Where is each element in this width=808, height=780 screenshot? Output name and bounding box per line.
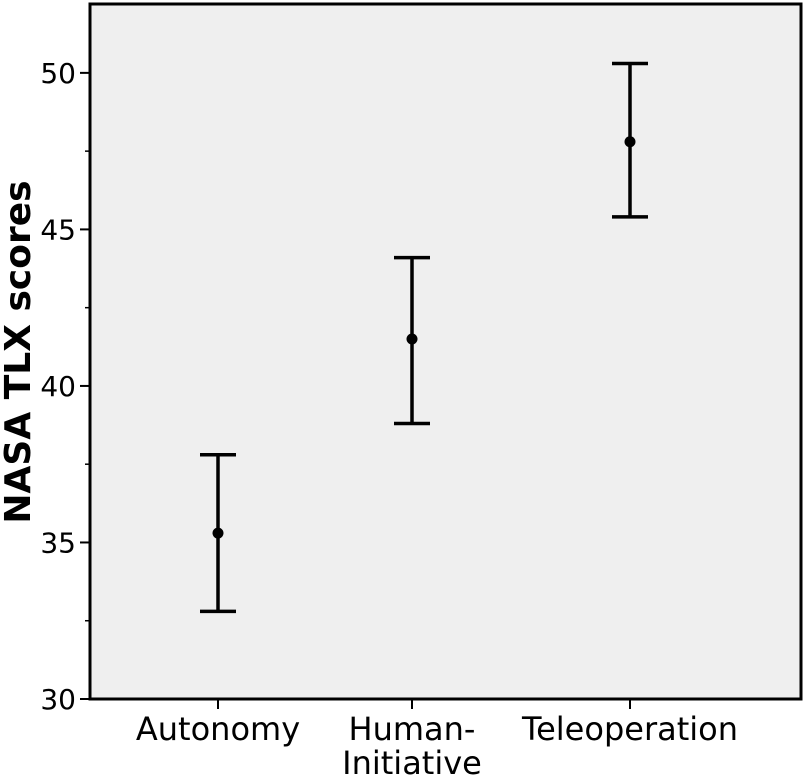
x-category-label: Teleoperation <box>521 710 738 748</box>
x-category-label-line: Initiative <box>342 744 482 780</box>
y-axis-title: NASA TLX scores <box>0 180 39 523</box>
error-bar-group <box>200 453 236 614</box>
x-category-label: Human-Initiative <box>342 710 482 780</box>
chart-marks <box>200 61 648 614</box>
y-tick-label: 30 <box>40 683 76 716</box>
plot-frame <box>88 2 803 701</box>
y-tick-label: 50 <box>40 57 76 90</box>
y-tick-label: 40 <box>40 370 76 403</box>
mean-point <box>212 527 224 539</box>
mean-point <box>624 136 636 148</box>
x-category-label-line: Autonomy <box>136 710 300 748</box>
x-category-label: Autonomy <box>136 710 300 748</box>
error-bar-group <box>612 61 648 219</box>
x-category-label-line: Teleoperation <box>521 710 738 748</box>
y-tick-label: 45 <box>40 213 76 246</box>
plot-area <box>90 4 801 699</box>
error-bar-group <box>394 255 430 426</box>
x-category-label-line: Human- <box>349 710 476 748</box>
y-tick-label: 35 <box>40 526 76 559</box>
mean-point <box>406 333 418 345</box>
